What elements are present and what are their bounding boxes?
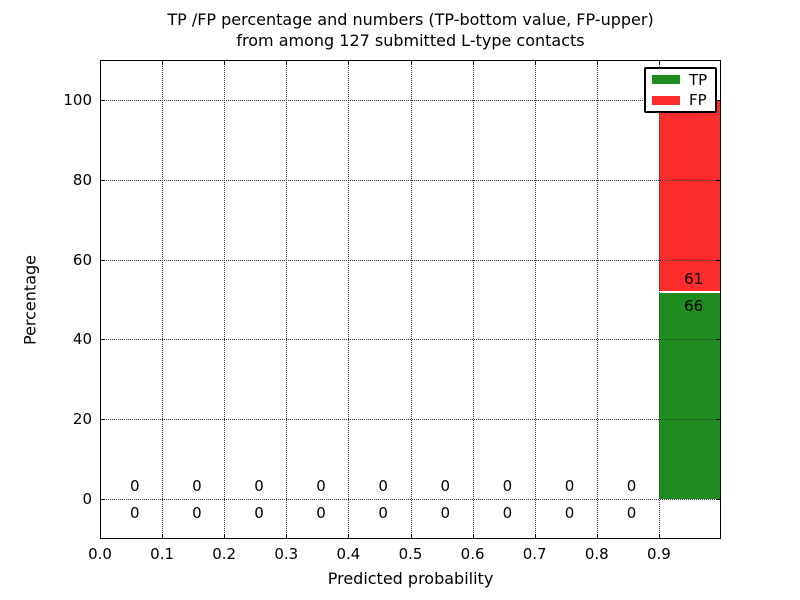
legend-swatch-fp [652, 95, 680, 105]
tickmarks-layer [100, 60, 721, 539]
x-tickmark-top [534, 60, 536, 65]
x-tickmark-bottom [348, 534, 350, 539]
bar-tp-count-label: 0 [502, 504, 513, 523]
gridline-v [224, 60, 226, 539]
x-tickmark-top [348, 60, 350, 65]
y-tickmark-right [716, 99, 721, 101]
bar-fp-count-label: 0 [440, 477, 451, 496]
x-tickmark-bottom [596, 534, 598, 539]
gridline-v [596, 60, 598, 539]
gridline-v [658, 60, 660, 539]
x-tickmark-bottom [286, 534, 288, 539]
x-tickmark-top [596, 60, 598, 65]
bar-tp-count-label: 0 [626, 504, 637, 523]
bar-fp-count-label: 0 [502, 477, 513, 496]
x-tickmark-bottom [410, 534, 412, 539]
y-tickmark-left [100, 179, 105, 181]
y-tickmark-right [716, 499, 721, 501]
x-tick-label: 0.0 [88, 545, 112, 563]
bar-fp-count-label: 0 [378, 477, 388, 496]
bar-tp-count-label: 0 [440, 504, 451, 523]
x-tick-label: 0.6 [460, 545, 485, 563]
bar-fp-count-label: 0 [129, 477, 140, 496]
x-tickmark-bottom [534, 534, 536, 539]
y-tick-label: 40 [72, 330, 92, 349]
x-tickmark-top [658, 60, 660, 65]
x-tickmark-top [224, 60, 226, 65]
bar-tp-count-label: 0 [192, 504, 202, 523]
y-tick-label: 20 [72, 410, 92, 429]
bar-tp-count-label: 0 [254, 504, 264, 523]
gridline-v [472, 60, 474, 539]
x-tick-label: 0.1 [150, 545, 175, 563]
x-tickmark-bottom [658, 534, 660, 539]
x-tickmark-top [286, 60, 288, 65]
y-tickmark-left [100, 499, 105, 501]
legend-label-tp: TP [689, 70, 708, 89]
bar-fp-count-label: 0 [564, 477, 575, 496]
bar-tp-count-label: 0 [378, 504, 388, 523]
y-axis-label: Percentage [20, 254, 40, 346]
x-tick-label: 0.3 [274, 545, 299, 563]
gridline-v [286, 60, 288, 539]
y-tick-label: 100 [63, 90, 92, 109]
x-tick-label: 0.4 [336, 545, 361, 563]
bar-labels-layer: 0 0 0 0 0 0 0 0 0 0 0 0 0 0 0 0 0 0 61 66 [100, 60, 721, 539]
y-tick-label: 0 [82, 490, 92, 509]
bar-fp-count-label: 0 [192, 477, 202, 496]
x-tickmark-bottom [224, 534, 226, 539]
x-tick-label: 0.7 [522, 545, 547, 563]
bar-fp-count-label: 0 [626, 477, 637, 496]
plot-area: 0 0 0 0 0 0 0 0 0 0 0 0 0 0 0 0 0 0 61 66 [100, 60, 721, 539]
y-tickmark-left [100, 419, 105, 421]
bar-tp-count-label: 0 [316, 504, 326, 523]
y-tick-label: 80 [72, 170, 92, 189]
y-tickmark-left [100, 259, 105, 261]
x-tickmark-top [410, 60, 412, 65]
y-tickmark-right [716, 179, 721, 181]
x-tickmark-bottom [162, 534, 164, 539]
gridline-v [348, 60, 350, 539]
y-tickmark-right [716, 419, 721, 421]
legend-swatch-tp [652, 75, 680, 85]
bar-fp-segment [658, 99, 721, 291]
chart-title: TP /FP percentage and numbers (TP-bottom… [100, 9, 721, 51]
x-tickmark-bottom [472, 534, 474, 539]
bar-fp-count-label: 61 [684, 269, 704, 288]
legend-label-fp: FP [689, 91, 707, 110]
legend-item-fp: FP [646, 90, 715, 110]
x-tick-label: 0.5 [398, 545, 423, 563]
y-tick-label: 60 [72, 250, 92, 269]
x-tick-label: 0.9 [646, 545, 671, 563]
y-tickmark-right [716, 259, 721, 261]
bar-tp-segment [658, 292, 721, 500]
bar-tp-count-label: 0 [129, 504, 140, 523]
y-tickmark-right [716, 339, 721, 341]
y-tickmark-left [100, 339, 105, 341]
chart-title-line1: TP /FP percentage and numbers (TP-bottom… [167, 10, 654, 29]
legend: TP FP [644, 67, 717, 113]
x-tickmark-top [162, 60, 164, 65]
bar-fp-count-label: 0 [254, 477, 264, 496]
bar-tp-count-label: 0 [564, 504, 575, 523]
chart-title-line2: from among 127 submitted L-type contacts [236, 31, 585, 50]
bar-fp-count-label: 0 [316, 477, 326, 496]
bar-tp-count-label: 66 [684, 296, 704, 315]
gridline-v [162, 60, 164, 539]
x-tickmark-top [472, 60, 474, 65]
gridline-v [410, 60, 412, 539]
bars-layer [100, 60, 721, 539]
x-axis-label: Predicted probability [327, 569, 494, 588]
y-tickmark-left [100, 99, 105, 101]
x-tick-label: 0.2 [212, 545, 237, 563]
x-tick-label: 0.8 [584, 545, 609, 563]
legend-item-tp: TP [646, 70, 715, 90]
grid-layer [100, 60, 721, 539]
gridline-v [534, 60, 536, 539]
